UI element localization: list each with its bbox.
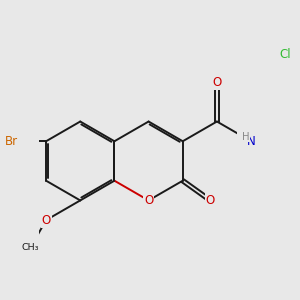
Text: O: O: [41, 214, 51, 227]
Text: Cl: Cl: [279, 48, 291, 61]
Text: O: O: [206, 194, 215, 207]
Text: Br: Br: [5, 135, 19, 148]
Text: CH₃: CH₃: [22, 243, 39, 252]
Text: H: H: [242, 132, 249, 142]
Text: O: O: [144, 194, 153, 207]
Text: O: O: [212, 76, 221, 88]
Text: N: N: [247, 135, 256, 148]
